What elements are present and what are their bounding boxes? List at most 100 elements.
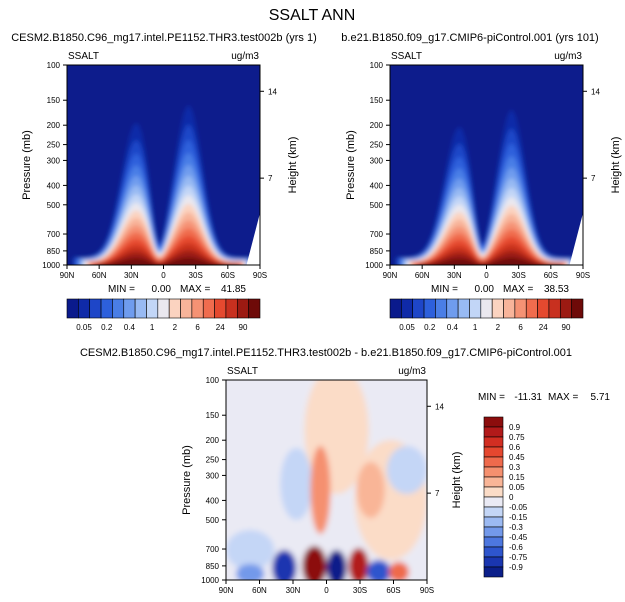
colorbar-label: 0.05 xyxy=(399,323,415,332)
y-tick-label: 200 xyxy=(370,121,384,130)
colorbar-swatch xyxy=(168,298,181,319)
colorbar-swatch xyxy=(100,298,113,319)
x-tick-label: 30N xyxy=(447,271,462,280)
panel-3-variable-label: SSALT xyxy=(227,366,258,377)
y-tick-label: 200 xyxy=(206,436,220,445)
y-tick-label: 1000 xyxy=(42,261,60,270)
panel-2-variable-label: SSALT xyxy=(391,51,422,62)
x-tick-label: 30S xyxy=(189,271,203,280)
x-tick-label: 30S xyxy=(353,586,367,595)
colorbar-swatch xyxy=(483,526,504,538)
colorbar-label: 0.05 xyxy=(76,323,92,332)
colorbar-swatch xyxy=(548,298,561,319)
colorbar-label: 1 xyxy=(473,323,478,332)
colorbar-label: -0.6 xyxy=(509,543,523,552)
y-tick-label: 100 xyxy=(206,376,220,385)
y-tick-label: 850 xyxy=(206,562,220,571)
colorbar-swatch xyxy=(123,298,136,319)
x-tick-label: 60S xyxy=(386,586,400,595)
y-tick-label: 400 xyxy=(47,181,61,190)
panel-3-y2-axis-label: Height (km) xyxy=(451,452,463,509)
panel-1-units-label: ug/m3 xyxy=(231,51,259,62)
y-tick-label: 300 xyxy=(370,156,384,165)
y2-tick-label: 7 xyxy=(435,489,440,498)
y-tick-label: 400 xyxy=(370,181,384,190)
panel-2-y-axis-label: Pressure (mb) xyxy=(345,130,357,200)
colorbar-swatch xyxy=(525,298,538,319)
colorbar-label: 0.4 xyxy=(447,323,459,332)
colorbar-swatch xyxy=(559,298,572,319)
missing-data-region xyxy=(569,213,583,265)
y-tick-label: 850 xyxy=(370,247,384,256)
colorbar-swatch xyxy=(457,298,470,319)
colorbar-label: 6 xyxy=(195,323,200,332)
positive-anomaly xyxy=(302,546,327,580)
colorbar-label: 0.75 xyxy=(509,433,525,442)
colorbar-label: 90 xyxy=(562,323,571,332)
x-tick-label: 0 xyxy=(161,271,166,280)
colorbar-swatch xyxy=(412,298,425,319)
y-tick-label: 200 xyxy=(47,121,61,130)
panel-1-max-value: 41.85 xyxy=(221,284,246,295)
panel-1-field xyxy=(67,65,260,265)
colorbar-label: -0.15 xyxy=(509,513,528,522)
panel-2-min-label: MIN = xyxy=(431,284,458,295)
colorbar-swatch xyxy=(491,298,504,319)
colorbar-label: 0.9 xyxy=(509,423,521,432)
y2-tick-label: 14 xyxy=(435,402,444,411)
y-tick-label: 500 xyxy=(206,516,220,525)
x-tick-label: 90S xyxy=(253,271,267,280)
colorbar-label: -0.3 xyxy=(509,523,523,532)
colorbar-label: -0.75 xyxy=(509,553,528,562)
panel-1: CESM2.B1850.C96_mg17.intel.PE1152.THR3.t… xyxy=(11,32,317,332)
panel-1-title: CESM2.B1850.C96_mg17.intel.PE1152.THR3.t… xyxy=(11,32,317,44)
y-tick-label: 1000 xyxy=(201,576,219,585)
panel-1-min-value: 0.00 xyxy=(152,284,172,295)
negative-anomaly xyxy=(272,550,297,580)
panel-2-field xyxy=(390,65,583,265)
x-tick-label: 90N xyxy=(383,271,398,280)
colorbar-swatch xyxy=(483,436,504,448)
colorbar-swatch xyxy=(571,298,584,319)
colorbar-swatch xyxy=(537,298,550,319)
colorbar-swatch xyxy=(112,298,125,319)
panel-1-y2-axis-label: Height (km) xyxy=(287,137,299,194)
y-tick-label: 100 xyxy=(370,61,384,70)
positive-anomaly xyxy=(356,462,385,518)
colorbar-swatch xyxy=(483,536,504,548)
panel-3-min-value: -11.31 xyxy=(514,392,542,403)
field-background xyxy=(67,65,260,265)
y-tick-label: 250 xyxy=(206,456,220,465)
y-tick-label: 500 xyxy=(370,201,384,210)
y-tick-label: 250 xyxy=(370,141,384,150)
y-tick-label: 100 xyxy=(47,61,61,70)
y-tick-label: 850 xyxy=(47,247,61,256)
colorbar-label: 0.05 xyxy=(509,483,525,492)
panel-2-colorbar: 0.05 0.2 0.4 1 2 6 24 90 xyxy=(389,298,584,332)
panel-3-title: CESM2.B1850.C96_mg17.intel.PE1152.THR3.t… xyxy=(80,347,572,359)
colorbar-swatch xyxy=(423,298,436,319)
x-tick-label: 30N xyxy=(286,586,301,595)
colorbar-swatch xyxy=(480,298,493,319)
y-tick-label: 1000 xyxy=(365,261,383,270)
y2-tick-label: 7 xyxy=(591,174,596,183)
colorbar-swatch xyxy=(503,298,516,319)
positive-anomaly xyxy=(388,562,409,580)
y-tick-label: 150 xyxy=(206,411,220,420)
colorbar-label: 0.45 xyxy=(509,453,525,462)
colorbar-swatch xyxy=(389,298,402,319)
colorbar-label: 0.2 xyxy=(424,323,436,332)
field-background xyxy=(390,65,583,265)
colorbar-swatch xyxy=(483,556,504,568)
x-tick-label: 90N xyxy=(219,586,234,595)
negative-anomaly xyxy=(226,530,275,570)
colorbar-swatch xyxy=(66,298,79,319)
colorbar-label: 0.4 xyxy=(124,323,136,332)
colorbar-swatch xyxy=(469,298,482,319)
colorbar-label: 24 xyxy=(216,323,225,332)
panel-2: b.e21.B1850.f09_g17.CMIP6-piControl.001 … xyxy=(341,32,622,332)
x-tick-label: 90N xyxy=(60,271,75,280)
y-tick-label: 700 xyxy=(47,230,61,239)
